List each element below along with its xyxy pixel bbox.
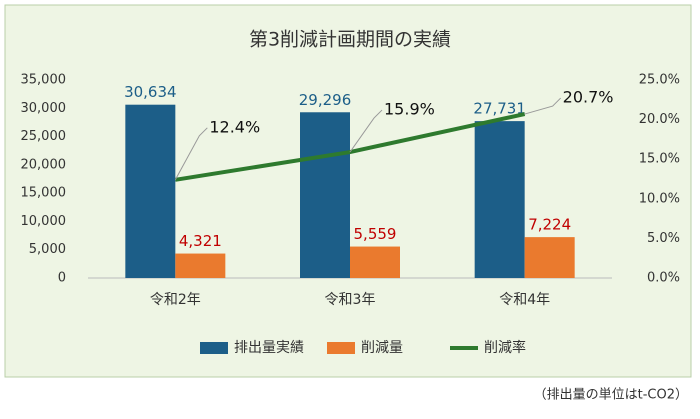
leader-line: [524, 97, 562, 115]
bar: [300, 112, 350, 278]
bar: [175, 253, 226, 278]
y-tick-label: 10,000: [21, 214, 67, 229]
data-label: 12.4%: [209, 117, 260, 136]
bar: [125, 104, 176, 278]
data-label: 29,296: [299, 91, 352, 109]
y2-tick-label: 5.0%: [647, 231, 680, 246]
y-tick-label: 20,000: [21, 157, 67, 172]
y-tick-label: 15,000: [21, 186, 67, 201]
y-tick-label: 30,000: [21, 101, 67, 116]
data-label: 5,559: [354, 225, 397, 243]
leader-line: [349, 109, 383, 153]
data-label: 7,224: [528, 216, 571, 234]
leader-line: [174, 127, 208, 181]
data-label: 4,321: [179, 232, 222, 250]
note: （排出量の単位はt-CO2）: [534, 387, 688, 403]
legend-label: 削減率: [484, 339, 526, 356]
y-tick-label: 0: [58, 271, 66, 286]
data-label: 20.7%: [563, 88, 614, 107]
x-tick-label: 令和2年: [150, 292, 201, 308]
x-tick-label: 令和3年: [325, 292, 376, 308]
data-label: 15.9%: [384, 100, 435, 119]
legend-swatch: [200, 342, 228, 354]
legend-label: 排出量実績: [234, 340, 304, 356]
y2-tick-label: 10.0%: [639, 191, 680, 206]
data-label: 27,731: [473, 100, 526, 118]
bar: [350, 246, 400, 278]
y-tick-label: 25,000: [21, 129, 67, 144]
bar: [474, 121, 525, 279]
legend-label: 削減量: [361, 339, 403, 356]
data-label: 30,634: [124, 83, 177, 101]
y-tick-label: 35,000: [21, 73, 67, 88]
y-tick-label: 5,000: [29, 242, 66, 257]
y2-tick-label: 25.0%: [639, 73, 680, 88]
legend-swatch: [327, 342, 355, 354]
chart-title: 第3削減計画期間の実績: [249, 29, 451, 51]
y2-tick-label: 15.0%: [639, 152, 680, 167]
bar: [524, 237, 575, 278]
y2-tick-label: 0.0%: [647, 271, 680, 286]
x-tick-label: 令和4年: [499, 292, 550, 308]
y2-tick-label: 20.0%: [639, 112, 680, 127]
